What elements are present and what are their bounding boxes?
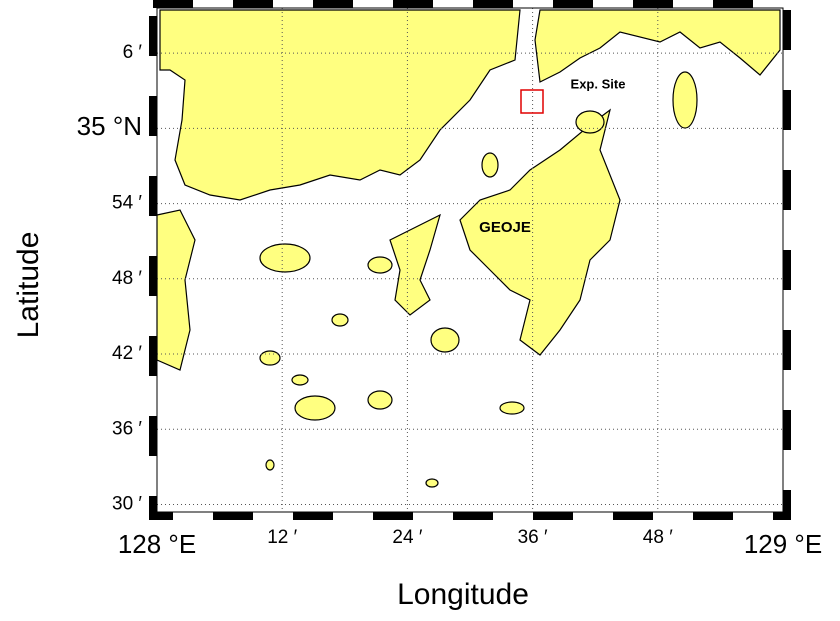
y-tick-label: 48 ′ [112, 268, 142, 289]
island-label: GEOJE [479, 219, 531, 236]
y-tick-label: 42 ′ [112, 343, 142, 364]
mainland-east [534, 9, 781, 83]
island [425, 478, 439, 488]
y-axis-label: Latitude [12, 232, 45, 339]
x-tick-label: 36 ′ [518, 527, 548, 548]
island [499, 401, 525, 415]
island [367, 256, 393, 274]
island [291, 374, 309, 386]
island [575, 110, 605, 134]
mainland-west [159, 9, 521, 201]
island [367, 390, 393, 410]
y-tick-label: 36 ′ [112, 418, 142, 439]
y-tick-label: 30 ′ [112, 493, 142, 514]
y-tick-label: 54 ′ [112, 193, 142, 214]
x-tick-label: 48 ′ [643, 527, 673, 548]
x-tick-label: 129 °E [744, 529, 822, 559]
x-tick-label: 24 ′ [392, 527, 422, 548]
land [156, 9, 781, 488]
west-peninsula [156, 209, 196, 371]
island [294, 395, 336, 421]
island [672, 71, 698, 129]
x-axis-label: Longitude [397, 578, 529, 611]
island [259, 350, 281, 366]
x-tick-label: 128 °E [118, 529, 196, 559]
y-tick-label: 35 °N [77, 111, 142, 141]
site-marker [520, 89, 544, 114]
island [259, 243, 311, 273]
grid [157, 8, 783, 512]
x-tick-label: 12 ′ [267, 527, 297, 548]
checkered-border [149, 0, 791, 520]
y-tick-label: 6 ′ [123, 42, 143, 63]
site-label: Exp. Site [571, 76, 626, 91]
island [430, 327, 460, 353]
island [481, 152, 499, 178]
geoje-island [459, 108, 621, 356]
island [265, 459, 275, 471]
middle-peninsula [389, 213, 441, 316]
island [331, 313, 349, 327]
